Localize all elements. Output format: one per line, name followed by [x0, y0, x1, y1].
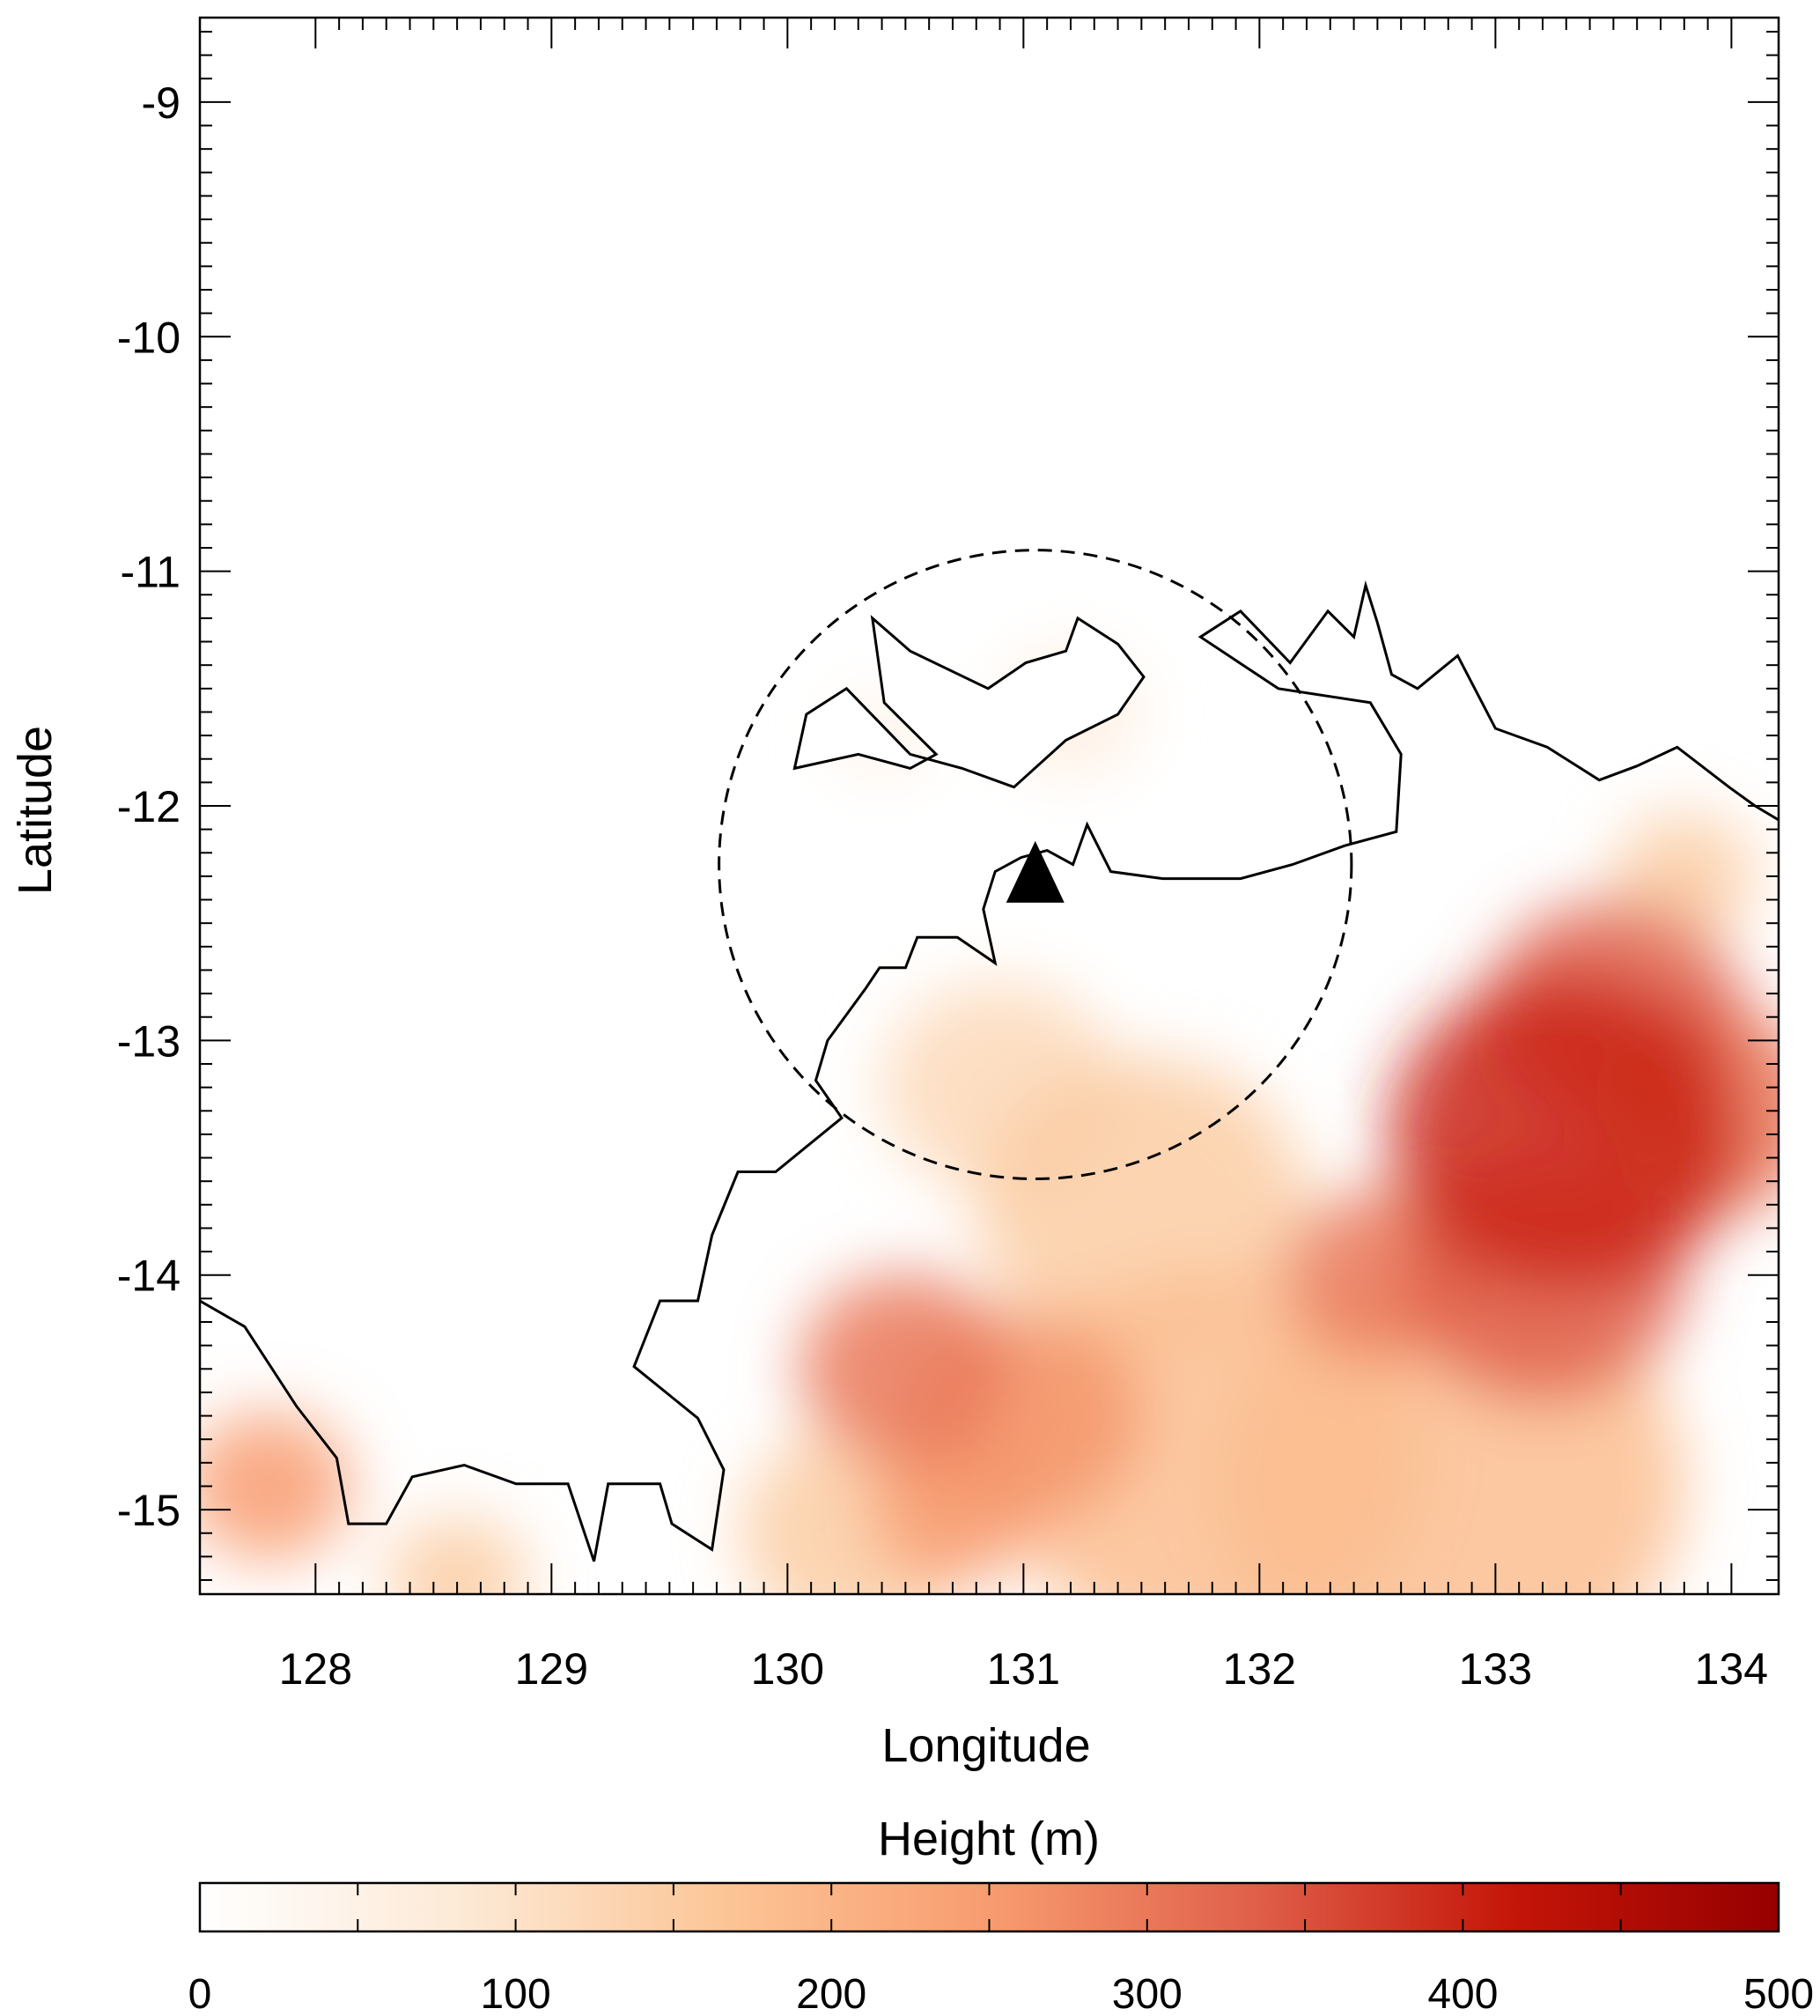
x-tick-label: 133	[1459, 1644, 1532, 1694]
x-tick-label: 128	[279, 1644, 352, 1694]
x-tick-label: 132	[1223, 1644, 1296, 1694]
y-tick-label: -15	[117, 1486, 181, 1535]
x-tick-label: 134	[1695, 1644, 1768, 1694]
y-tick-label: -12	[117, 782, 181, 831]
colorbar-tick-label: 400	[1427, 1971, 1498, 2016]
terrain-patch	[200, 1412, 351, 1561]
x-tick-label: 130	[751, 1644, 824, 1694]
y-tick-label: -13	[117, 1016, 181, 1066]
x-axis-label: Longitude	[881, 1719, 1090, 1772]
colorbar-tick-label: 100	[481, 1971, 551, 2016]
terrain-layer	[200, 648, 1779, 1594]
terrain-patch	[1389, 975, 1743, 1294]
x-tick-label: 129	[515, 1644, 588, 1694]
mainland-coastline	[200, 580, 1779, 1562]
y-tick-label: -9	[142, 78, 181, 128]
terrain-patch	[386, 1516, 528, 1594]
colorbar-tick-label: 300	[1112, 1971, 1183, 2016]
x-tick-label: 131	[987, 1644, 1060, 1694]
overlay-layer	[718, 549, 1353, 1181]
y-tick-label: -10	[117, 313, 181, 362]
colorbar-tick-label: 0	[188, 1971, 212, 2016]
colorbar-tick-label: 200	[796, 1971, 866, 2016]
y-tick-label: -14	[117, 1252, 181, 1301]
range-ring	[718, 549, 1353, 1181]
y-tick-label: -11	[120, 548, 181, 597]
y-axis-label: Latitude	[9, 726, 62, 895]
terrain-patch	[799, 1273, 1012, 1465]
axis-ticks: 128 129 130 131 132 133 134 -9 -10 -11 -12 -13 -14 -1…	[117, 18, 1779, 1694]
colorbar-ticks: 0 100 200 300 400 500	[188, 1883, 1814, 2016]
colorbar-tick-label: 500	[1743, 1971, 1814, 2016]
colorbar-label: Height (m)	[878, 1813, 1100, 1865]
radar-site-triangle-icon	[1006, 840, 1065, 903]
coastline-layer	[200, 580, 1779, 1562]
island-coastline	[792, 615, 1146, 789]
